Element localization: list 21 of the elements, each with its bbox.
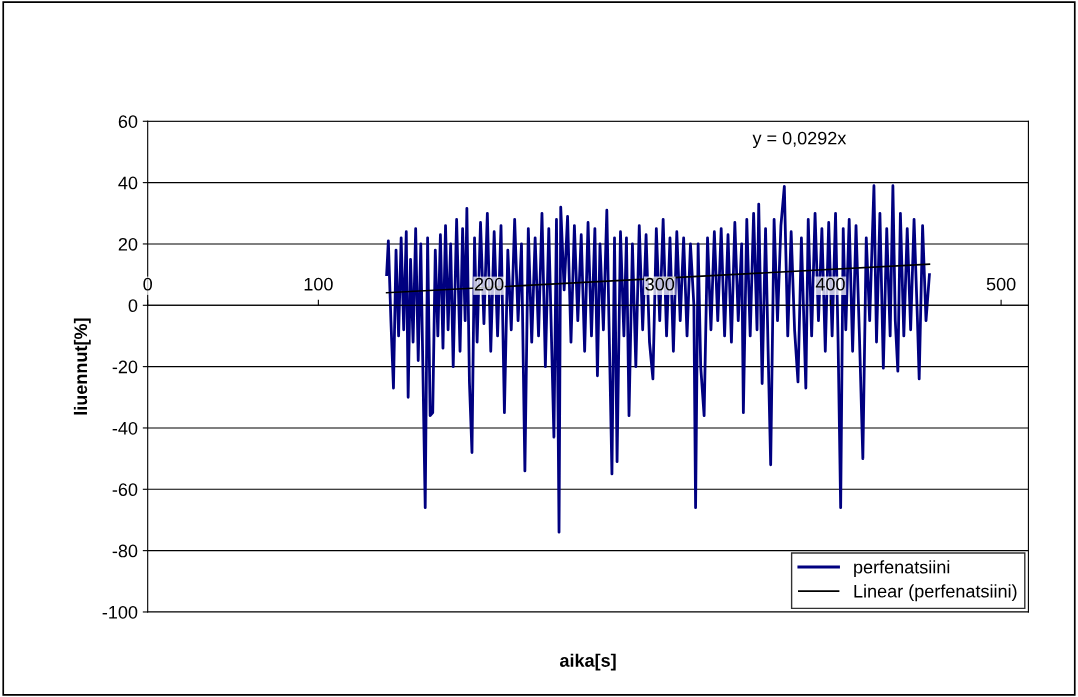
y-axis-title: liuennut[%] <box>73 318 91 415</box>
x-tick-label: 500 <box>986 277 1016 291</box>
x-tick-label: 300 <box>645 277 675 291</box>
y-tick-label: -80 <box>112 544 138 558</box>
legend-label: Linear (perfenatsiini) <box>854 584 1017 602</box>
x-tick-label: 0 <box>143 277 152 291</box>
x-tick-label: 200 <box>474 277 504 291</box>
y-tick-label: -40 <box>112 421 138 435</box>
legend-label: perfenatsiini <box>854 560 950 578</box>
y-tick-label: 0 <box>128 299 138 313</box>
annotation: y = 0,0292x <box>752 131 847 149</box>
y-tick-label: 20 <box>118 237 138 251</box>
y-tick-label: -100 <box>102 605 138 619</box>
y-tick-label: -20 <box>112 360 138 374</box>
line-series <box>385 184 931 534</box>
y-tick-label: 60 <box>118 115 138 128</box>
x-tick-label: 100 <box>304 277 333 291</box>
y-tick-label: 40 <box>118 176 138 190</box>
y-tick-label: -60 <box>112 483 138 497</box>
x-axis-title: aika[s] <box>559 653 616 671</box>
x-tick-label: 400 <box>815 277 845 291</box>
